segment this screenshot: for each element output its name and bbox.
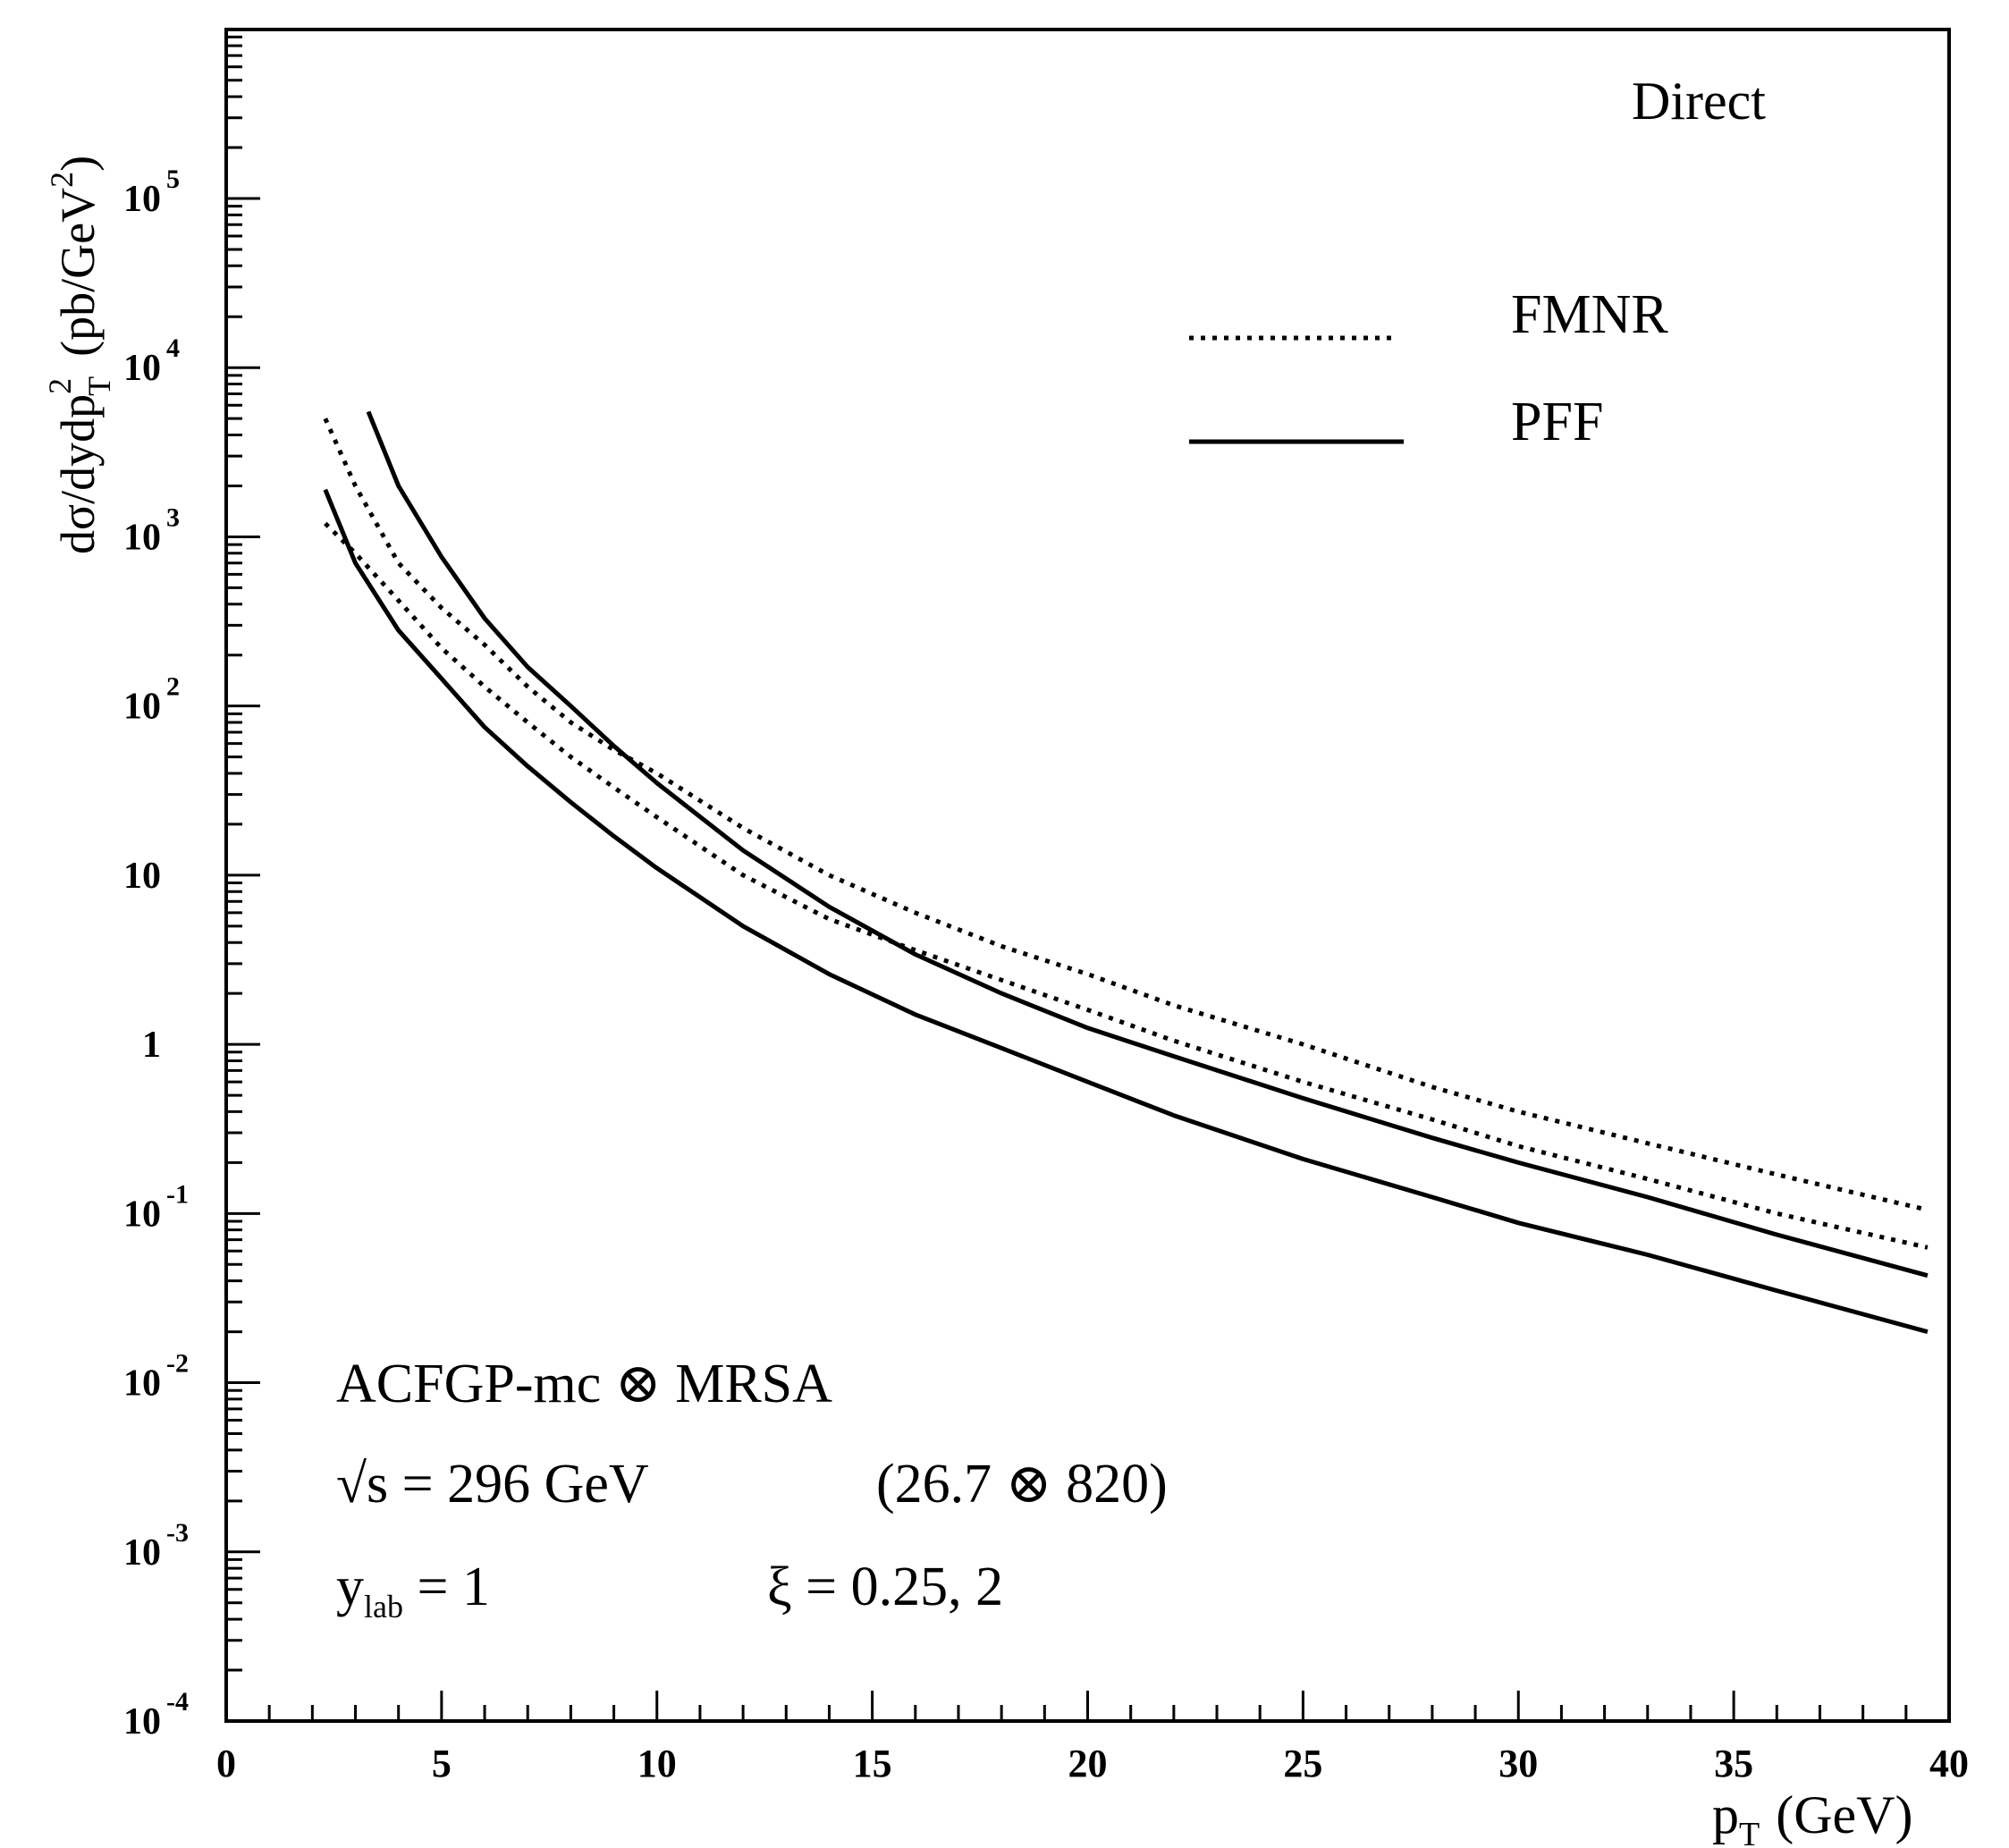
x-axis-ticks	[224, 1691, 1951, 1721]
x-tick-label: 25	[1283, 1742, 1322, 1785]
annotation-sqrt-s: √s = 296 GeV	[336, 1454, 649, 1515]
x-tick-label: 5	[432, 1742, 452, 1785]
series-line-3-dotted	[324, 521, 1929, 1250]
legend-label-pff: PFF	[1511, 392, 1603, 452]
series-line-4-solid	[323, 488, 1929, 1335]
y-tick-exponent: -1	[166, 1179, 189, 1209]
y-tick-exponent: -3	[166, 1518, 189, 1548]
x-tick-label: 15	[853, 1742, 892, 1785]
y-tick-label: 10	[123, 1532, 161, 1574]
annotation-pdf: ACFGP-mc ⊗ MRSA	[336, 1354, 832, 1414]
y-tick-label: 10	[123, 1701, 161, 1743]
y-tick-label: 1	[142, 1025, 161, 1066]
series-line-1-solid	[366, 410, 1929, 1278]
y-tick-label: 10	[123, 348, 161, 389]
y-tick-label: 10	[123, 179, 161, 220]
y-tick-label: 10	[123, 1363, 161, 1405]
series-line-2-dotted	[323, 418, 1929, 1212]
y-tick-label: 10	[123, 1194, 161, 1235]
legend-label-fmnr: FMNR	[1511, 284, 1668, 345]
annotations: ACFGP-mc ⊗ MRSA √s = 296 GeV (26.7 ⊗ 820…	[336, 1354, 1168, 1624]
annotation-ylab: ylab = 1	[336, 1557, 490, 1624]
y-tick-exponent: -2	[166, 1349, 189, 1379]
x-axis-label: pT (GeV)	[1712, 1785, 1912, 1848]
x-tick-label: 10	[637, 1742, 677, 1785]
y-tick-label: 10	[123, 856, 161, 897]
x-tick-label: 35	[1714, 1742, 1753, 1785]
x-tick-label: 20	[1068, 1742, 1108, 1785]
y-axis-ticks	[226, 35, 260, 1723]
annotation-beams: (26.7 ⊗ 820)	[876, 1454, 1168, 1515]
annotation-xi: ξ = 0.25, 2	[767, 1557, 1003, 1617]
legend: FMNR PFF	[1189, 284, 1668, 452]
x-tick-label: 40	[1929, 1742, 1969, 1785]
x-tick-labels: 0 5 10 15 20 25 30 35 40	[216, 1742, 1969, 1785]
y-tick-label: 10	[123, 517, 161, 558]
y-tick-exponent: 3	[166, 502, 180, 532]
y-tick-exponent: -4	[166, 1687, 189, 1717]
y-axis-label: dσ/dydp2 T(pb/GeV2)	[42, 156, 117, 554]
x-tick-label: 30	[1498, 1742, 1538, 1785]
y-tick-exponent: 2	[166, 672, 180, 702]
chart-title: Direct	[1632, 72, 1766, 131]
y-tick-exponent: 4	[166, 333, 180, 363]
y-tick-label: 10	[123, 687, 161, 728]
y-tick-exponent: 5	[166, 165, 180, 194]
x-tick-label: 0	[216, 1742, 236, 1785]
series-layer	[323, 410, 1929, 1335]
